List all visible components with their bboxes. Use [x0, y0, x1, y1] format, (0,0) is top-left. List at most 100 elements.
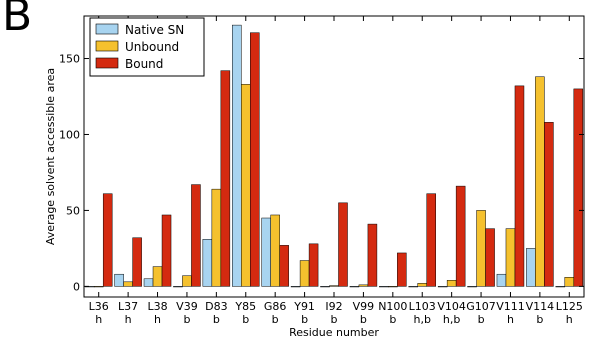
x-tick-sublabel: b — [183, 313, 190, 326]
bar-L38-bound — [161, 214, 172, 287]
bar-Y85-bound — [250, 32, 260, 287]
bar-G107-bound — [485, 228, 495, 287]
bar-G107-unbound — [476, 210, 486, 287]
legend-label: Unbound — [125, 40, 179, 54]
x-tick-sublabel: h — [125, 313, 132, 326]
bar-V99-native-sn — [349, 286, 360, 288]
bar-I92-unbound — [329, 285, 339, 287]
bar-V39-bound — [191, 184, 201, 287]
bar-D83-native-sn — [202, 239, 213, 287]
bar-V39-unbound — [182, 275, 192, 287]
legend-label: Native SN — [125, 23, 184, 37]
bar-L36-unbound — [93, 286, 104, 288]
bar-L103-native-sn — [408, 286, 418, 288]
bar-V114-native-sn — [526, 248, 536, 287]
y-tick-label: 100 — [59, 128, 80, 141]
bar-V104-unbound — [446, 280, 457, 287]
x-tick-sublabel: h,b — [443, 313, 460, 326]
bar-L125-bound — [573, 88, 584, 287]
bar-V104-bound — [455, 185, 466, 287]
x-axis: L36hL37hL38hV39bD83bY85bG86bY91bI92bV99b… — [89, 16, 583, 326]
y-axis: 0 50 100 150 — [59, 53, 584, 293]
legend-swatch — [95, 23, 119, 35]
bar-Y91-bound — [308, 243, 319, 287]
bar-V104-native-sn — [437, 286, 448, 288]
y-tick-label: 0 — [73, 280, 80, 293]
bar-V111-native-sn — [496, 273, 507, 287]
x-tick-sublabel: h — [507, 313, 514, 326]
bar-Y85-native-sn — [232, 24, 242, 287]
x-tick-label: V99 — [353, 300, 375, 313]
y-tick-label: 50 — [66, 204, 80, 217]
bar-L103-unbound — [417, 283, 427, 287]
x-tick-label: D83 — [205, 300, 227, 313]
bar-L103-bound — [426, 193, 436, 287]
bar-L125-unbound — [564, 277, 575, 287]
x-tick-label: I92 — [325, 300, 342, 313]
bar-V111-unbound — [505, 228, 516, 287]
bar-L38-unbound — [152, 266, 163, 287]
legend-label: Bound — [125, 57, 163, 71]
x-tick-label: L125 — [556, 300, 583, 313]
bar-G107-native-sn — [467, 286, 477, 288]
x-tick-label: V111 — [496, 300, 525, 313]
x-tick-label: N100 — [378, 300, 407, 313]
bar-Y91-native-sn — [290, 286, 301, 288]
x-tick-sublabel: b — [213, 313, 220, 326]
x-tick-sublabel: h — [154, 313, 161, 326]
x-tick-sublabel: b — [272, 313, 279, 326]
panel-letter: B — [2, 0, 33, 41]
x-tick-label: Y91 — [293, 300, 315, 313]
bar-N100-bound — [397, 252, 407, 287]
bar-N100-unbound — [388, 286, 398, 288]
legend-swatch — [95, 40, 119, 52]
x-tick-sublabel: b — [478, 313, 485, 326]
bar-V99-unbound — [358, 284, 369, 287]
y-tick-label: 150 — [59, 53, 80, 66]
bar-L37-bound — [132, 237, 142, 287]
bars-layer — [84, 24, 584, 288]
x-tick-label: V114 — [526, 300, 555, 313]
x-tick-sublabel: b — [242, 313, 249, 326]
x-tick-sublabel: h,b — [414, 313, 431, 326]
bar-G86-bound — [279, 245, 289, 287]
y-axis-label: Average solvent accessible area — [44, 68, 57, 245]
bar-V99-bound — [367, 223, 378, 287]
bar-L38-native-sn — [143, 278, 154, 287]
x-tick-label: Y85 — [234, 300, 256, 313]
x-tick-label: L38 — [147, 300, 167, 313]
x-tick-label: G86 — [264, 300, 287, 313]
legend: Native SN Unbound Bound — [89, 17, 205, 77]
bar-N100-native-sn — [379, 286, 389, 288]
bar-V114-unbound — [535, 76, 545, 287]
bar-V39-native-sn — [173, 286, 183, 288]
x-tick-sublabel: h — [95, 313, 102, 326]
legend-swatch — [95, 57, 119, 69]
bar-I92-bound — [338, 202, 348, 287]
x-tick-label: V104 — [437, 300, 466, 313]
bar-L37-unbound — [123, 281, 133, 287]
bar-D83-unbound — [211, 188, 222, 287]
x-tick-sublabel: b — [360, 313, 367, 326]
x-tick-label: L36 — [89, 300, 109, 313]
x-axis-label: Residue number — [289, 326, 379, 339]
x-tick-sublabel: b — [536, 313, 543, 326]
x-tick-sublabel: h — [566, 313, 573, 326]
bar-G86-native-sn — [261, 217, 271, 287]
bar-V114-bound — [544, 122, 554, 287]
bar-L125-native-sn — [555, 286, 566, 288]
bar-G86-unbound — [270, 214, 280, 287]
bar-L37-native-sn — [114, 273, 124, 287]
x-tick-sublabel: b — [331, 313, 338, 326]
bar-Y91-unbound — [299, 260, 310, 287]
x-tick-sublabel: b — [389, 313, 396, 326]
x-tick-sublabel: b — [301, 313, 308, 326]
x-tick-label: L103 — [409, 300, 436, 313]
bar-Y85-unbound — [241, 84, 251, 287]
x-tick-label: L37 — [118, 300, 138, 313]
x-tick-label: G107 — [466, 300, 496, 313]
bar-V111-bound — [514, 85, 525, 287]
bar-I92-native-sn — [320, 286, 330, 288]
bar-D83-bound — [220, 70, 231, 287]
